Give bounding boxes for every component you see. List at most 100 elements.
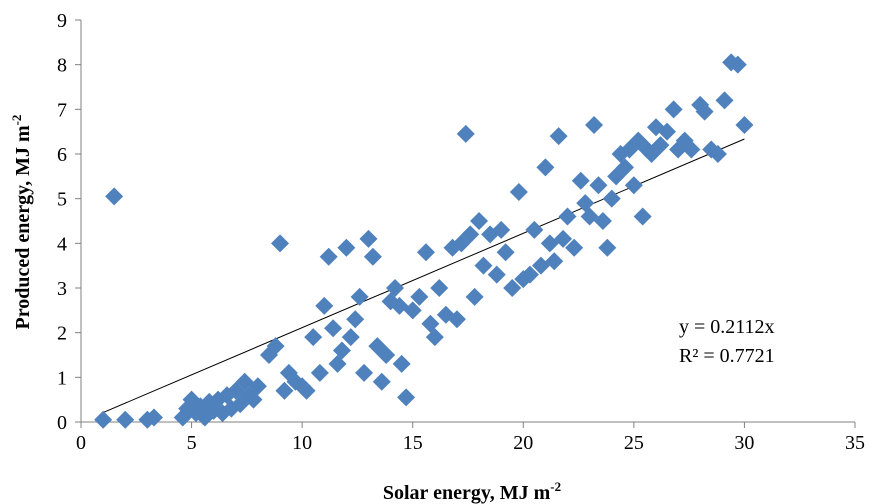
- data-point: [403, 301, 422, 320]
- data-point: [633, 207, 652, 226]
- data-point: [558, 207, 577, 226]
- data-point: [461, 225, 480, 244]
- data-point: [341, 328, 360, 347]
- data-point: [549, 127, 568, 146]
- data-point: [589, 176, 608, 195]
- data-point: [708, 145, 727, 163]
- y-tick-label: 8: [57, 55, 67, 77]
- data-point: [271, 234, 290, 253]
- data-point: [571, 171, 590, 190]
- data-point: [248, 377, 267, 396]
- x-tick-label: 10: [292, 432, 312, 454]
- data-point: [554, 229, 573, 248]
- y-tick-label: 1: [57, 367, 67, 389]
- data-point: [94, 410, 113, 429]
- x-tick-label: 30: [734, 432, 754, 454]
- data-point: [715, 91, 734, 110]
- data-point: [624, 176, 643, 195]
- data-point: [425, 328, 444, 347]
- data-point: [410, 287, 429, 306]
- x-tick-label: 20: [513, 432, 533, 454]
- y-tick-label: 0: [57, 412, 67, 434]
- data-point: [465, 287, 484, 306]
- data-point: [324, 319, 343, 338]
- data-point: [496, 243, 515, 262]
- data-point: [602, 189, 621, 208]
- data-point: [735, 115, 754, 134]
- data-point: [359, 229, 378, 248]
- data-point: [525, 220, 544, 239]
- data-point: [474, 256, 493, 275]
- data-point: [456, 124, 475, 143]
- points-group: [94, 53, 754, 429]
- x-tick-label: 25: [624, 432, 644, 454]
- data-point: [116, 410, 135, 429]
- data-point: [275, 381, 294, 400]
- x-tick-label: 5: [187, 432, 197, 454]
- data-point: [416, 243, 435, 262]
- tick-labels: 0 1 2 3 4 5 6 7 8 9 0 5 10 15 20 25 30 35: [57, 10, 865, 454]
- data-point: [266, 337, 285, 356]
- data-point: [372, 372, 391, 391]
- y-tick-label: 2: [57, 323, 67, 345]
- data-point: [363, 247, 382, 266]
- data-point: [319, 247, 338, 266]
- data-point: [585, 115, 604, 134]
- data-point: [350, 287, 369, 306]
- x-axis-title-text: Solar energy, MJ m: [383, 482, 551, 504]
- data-point: [509, 182, 528, 201]
- data-point: [105, 187, 124, 206]
- equation-annotation: y = 0.2112x: [679, 316, 775, 338]
- data-point: [682, 140, 701, 159]
- y-tick-label: 6: [57, 144, 67, 166]
- data-point: [616, 158, 635, 177]
- r2-annotation: R² = 0.7721: [679, 345, 775, 367]
- data-point: [651, 136, 670, 155]
- data-point: [728, 55, 747, 74]
- data-point: [695, 102, 714, 121]
- data-point: [664, 100, 683, 119]
- x-axis-title-sup: -2: [550, 479, 561, 494]
- data-point: [297, 381, 316, 400]
- data-point: [598, 238, 617, 257]
- data-point: [310, 363, 329, 382]
- y-tick-label: 7: [57, 99, 67, 121]
- data-point: [337, 238, 356, 257]
- x-tick-label: 35: [845, 432, 865, 454]
- y-tick-label: 4: [57, 233, 67, 255]
- data-point: [658, 122, 677, 141]
- data-point: [346, 310, 365, 329]
- data-point: [492, 220, 511, 239]
- data-point: [503, 279, 522, 297]
- data-point: [386, 279, 405, 297]
- data-point: [355, 363, 374, 382]
- data-point: [487, 265, 506, 284]
- axes: [75, 19, 856, 428]
- data-point: [377, 346, 396, 364]
- x-tick-label: 0: [76, 432, 86, 454]
- data-point: [593, 212, 612, 230]
- y-axis-title-text: Produced energy, MJ m: [12, 125, 34, 329]
- x-axis-title: Solar energy, MJ m-2: [383, 479, 561, 504]
- trendline: [102, 138, 745, 414]
- data-point: [470, 212, 489, 230]
- y-axis-title-sup: -2: [9, 115, 24, 126]
- y-axis-title: Produced energy, MJ m-2: [9, 115, 34, 330]
- data-point: [144, 408, 163, 427]
- trendline-group: [102, 138, 745, 414]
- data-point: [304, 328, 323, 347]
- data-point: [315, 296, 334, 315]
- y-tick-label: 3: [57, 278, 67, 300]
- data-point: [332, 341, 351, 360]
- data-point: [545, 252, 564, 271]
- data-point: [565, 238, 584, 257]
- data-point: [392, 354, 411, 373]
- data-point: [430, 279, 449, 297]
- data-point: [520, 265, 539, 284]
- y-tick-label: 9: [57, 10, 67, 32]
- data-point: [447, 310, 466, 329]
- data-point: [536, 158, 555, 177]
- y-tick-label: 5: [57, 189, 67, 211]
- x-tick-label: 15: [403, 432, 423, 454]
